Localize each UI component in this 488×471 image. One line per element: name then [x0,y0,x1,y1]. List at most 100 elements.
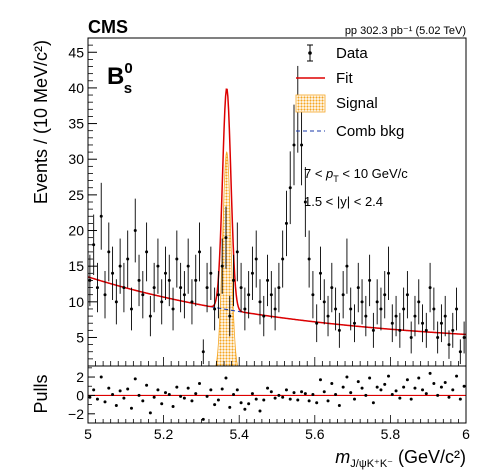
data-point [107,250,111,254]
y-tick-label: 40 [68,80,84,96]
data-point [201,350,205,354]
pull-point [114,404,118,408]
data-point [288,186,292,190]
fit-curve [88,88,466,336]
y-tick-label: 35 [68,116,84,132]
data-point [186,264,190,268]
pull-point [413,386,417,390]
pull-point [379,388,383,392]
data-point [190,300,194,304]
data-point [126,257,130,261]
pull-point [111,393,115,396]
pull-point [145,383,149,387]
x-axis-title-unit: (GeV/c²) [393,447,466,467]
data-point [167,278,171,282]
y-axis-title: Events / (10 MeV/c²) [31,40,51,204]
data-point [326,314,330,318]
y-tick-label: 30 [68,151,84,167]
x-axis-title-var: m [335,447,350,467]
pull-point [216,398,220,402]
comb-bkg-layer [88,276,466,335]
data-point [292,143,296,147]
pull-point [167,393,171,396]
pull-point [277,393,281,397]
data-point [179,286,183,290]
pt-range-sub: T [333,174,339,184]
data-point [402,307,406,311]
pull-point [292,391,296,395]
data-point [247,293,251,297]
pull-point [186,386,190,390]
legend: Data Fit Signal Comb bkg [295,44,404,140]
pull-point [182,396,186,400]
pull-point [88,395,92,399]
pull-point [133,377,137,381]
data-point [133,229,137,233]
x-axis-title-sub: J/ψK⁺K⁻ [350,458,393,470]
data-point [337,328,341,332]
data-point [92,243,96,247]
data-point [254,257,258,261]
data-point [315,321,319,325]
pull-point [266,386,270,390]
pull-point [352,397,356,401]
pull-point [284,388,288,392]
data-point [232,278,236,282]
data-point [356,286,360,290]
data-point [424,328,428,332]
pull-point [228,405,232,409]
data-point [443,314,447,318]
pull-point [247,402,251,406]
data-point [209,271,213,275]
data-point [360,300,364,304]
data-point [413,314,417,318]
pulls-points-layer [88,371,466,421]
pull-point [235,388,239,392]
pull-point [315,401,319,405]
data-point [103,293,107,297]
pt-range-text-2: < 10 GeV/c [339,166,409,181]
data-point [175,257,179,261]
data-point [330,286,334,290]
data-point [417,300,421,304]
legend-label-comb-bkg: Comb bkg [336,123,404,140]
data-point [235,250,239,254]
pull-point [368,376,372,380]
data-point [352,321,356,325]
data-point [243,307,247,311]
pull-point [129,406,133,410]
pull-point [141,399,145,403]
pull-point [405,378,409,382]
pull-point [262,398,266,402]
data-point [281,257,285,261]
pull-point [107,386,111,390]
pull-point [455,374,459,378]
legend-entry-fit: Fit [296,70,353,87]
data-point [379,307,383,311]
pull-point [126,387,130,391]
pull-point [122,396,126,400]
data-point [160,300,164,304]
data-point [141,293,145,297]
data-point [171,307,175,311]
data-point [228,314,232,318]
signal-fill-layer [205,151,248,366]
data-point [216,293,220,297]
pull-point [375,385,379,389]
data-point [390,321,394,325]
data-point [300,143,304,147]
pull-point [330,381,334,385]
data-point [148,314,152,318]
pull-point [383,382,387,386]
data-point [262,314,266,318]
pull-point [148,411,152,415]
data-point [394,314,398,318]
data-point [458,350,462,354]
pull-point [322,390,326,394]
pulls-y-tick-label: −2 [68,406,84,422]
particle-symbol: B [107,63,124,90]
data-point [95,286,99,290]
x-axis: 5 5.2 5.4 5.6 5.8 6 [84,415,470,442]
pull-point [458,397,462,401]
